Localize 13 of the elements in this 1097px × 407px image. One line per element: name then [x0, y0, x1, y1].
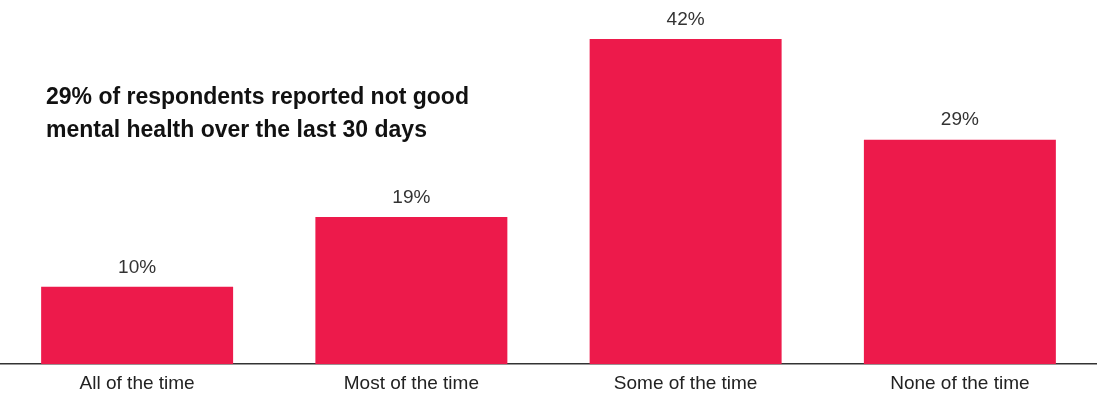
- data-label: 19%: [392, 185, 431, 207]
- x-tick-label: Most of the time: [343, 371, 479, 393]
- data-label: 42%: [666, 7, 705, 29]
- x-tick-label: All of the time: [79, 371, 195, 393]
- bar: [315, 217, 508, 365]
- x-tick-label: Some of the time: [613, 371, 758, 393]
- data-label: 10%: [118, 255, 157, 277]
- x-tick-label: None of the time: [890, 371, 1030, 393]
- bar: [589, 39, 782, 365]
- data-label: 29%: [940, 108, 979, 130]
- bar: [41, 286, 234, 365]
- annotation: 29% of respondents reported not good mental health over the last 30 days: [46, 82, 470, 144]
- bar: [863, 139, 1056, 365]
